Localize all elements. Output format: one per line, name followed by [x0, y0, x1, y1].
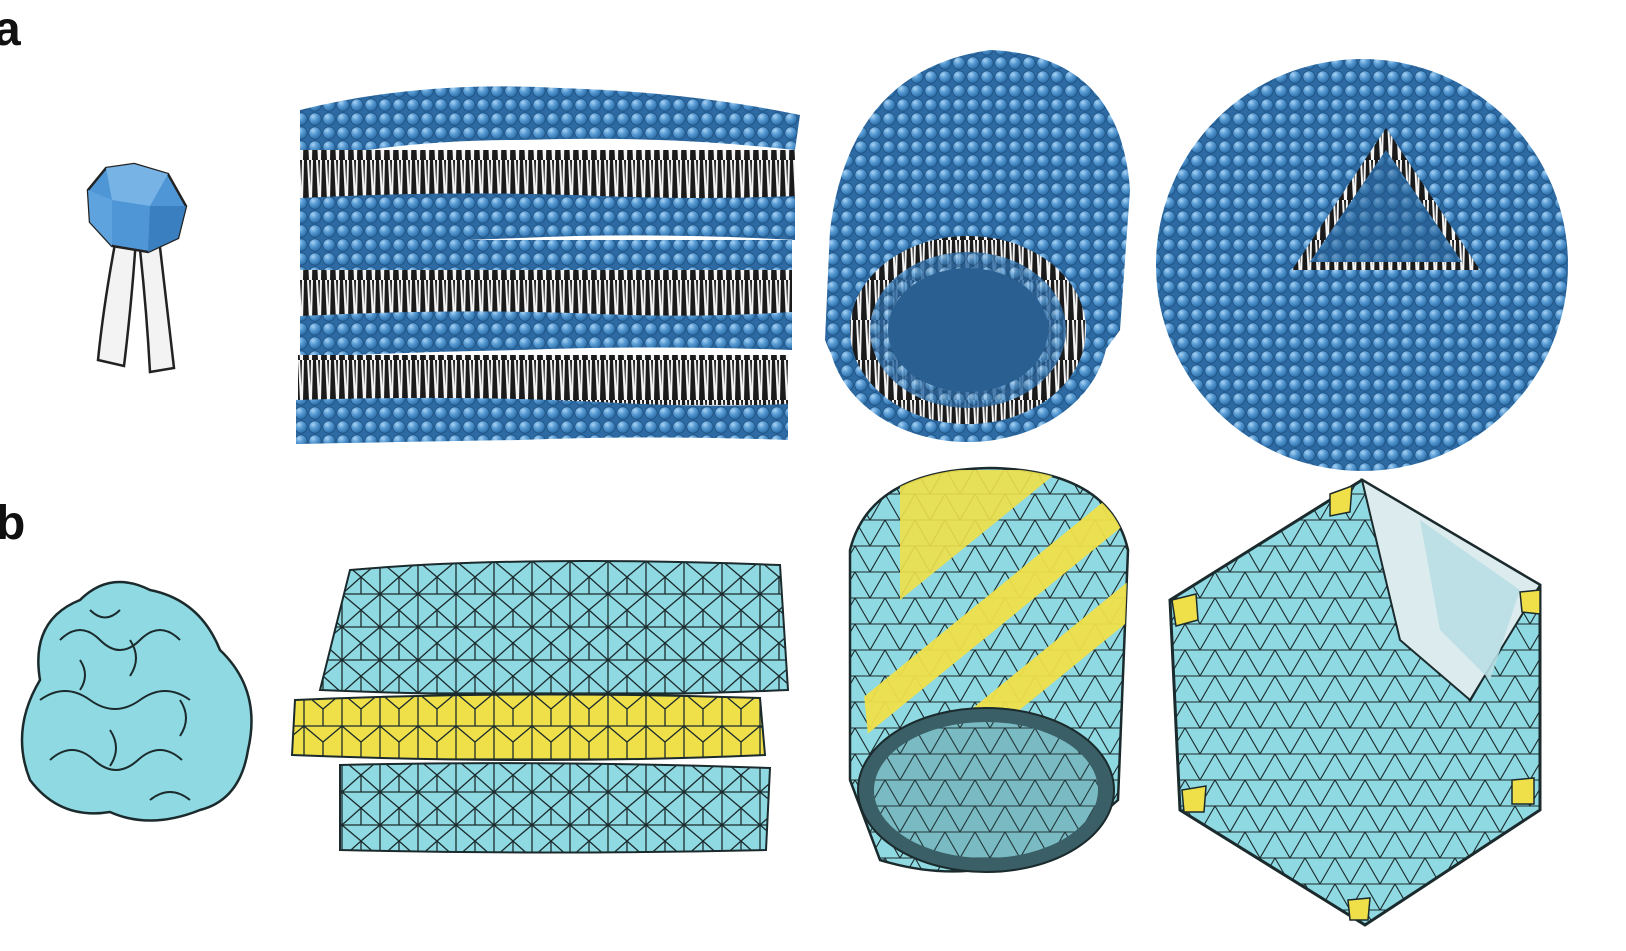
protein-sheet-stack-icon — [290, 560, 790, 854]
lipid-tube-icon — [825, 50, 1130, 442]
lipid-vesicle-icon — [1156, 59, 1568, 471]
protein-subunit-icon — [20, 580, 253, 822]
lipid-molecule-icon — [86, 162, 188, 374]
panel-label-b: b — [0, 497, 26, 550]
lipid-multilayer-stack-icon — [296, 86, 800, 444]
protein-icosahedral-cage-icon — [1168, 477, 1542, 927]
panel-label-a: a — [0, 3, 21, 56]
protein-tube-icon — [848, 466, 1130, 873]
